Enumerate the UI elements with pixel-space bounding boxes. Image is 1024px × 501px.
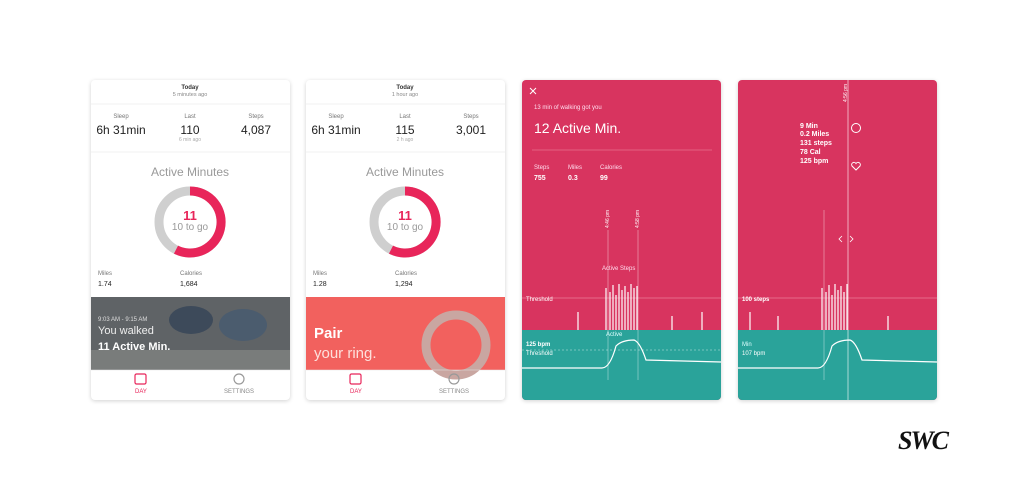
summary-item: 125 bpm (800, 158, 829, 165)
screen-graphics (91, 103, 290, 385)
time-label: 4:46 pm (605, 209, 611, 228)
stat-value: 0.3 (568, 175, 578, 182)
home-screen: Today 5 minutes ago Sleep 6h 31min Last 110 6 … (91, 80, 290, 400)
stat-value: 6h 31min (96, 123, 146, 137)
banner-photo (91, 350, 290, 370)
banner-time: 9:03 AM - 9:15 AM (98, 317, 148, 323)
ring-progress (173, 186, 226, 258)
close-icon[interactable] (529, 87, 537, 95)
heart-label: Min (742, 342, 752, 348)
heart-rate: 107 bpm (742, 351, 766, 357)
total-value: 1,684 (180, 281, 198, 288)
ring-progress (388, 186, 441, 258)
stat-value: 3,001 (455, 123, 487, 137)
total-label: Miles (98, 271, 113, 277)
headline: 12 Active Min. (534, 120, 622, 136)
banner-line: your ring. (314, 345, 377, 362)
stat-value: 115 (395, 123, 415, 137)
drag-handle[interactable] (838, 235, 854, 243)
stat-label: Sleep (113, 114, 129, 120)
ring-remaining: 10 to go (171, 222, 209, 233)
settings-icon (448, 373, 460, 385)
stat-note: 2 h ago (396, 137, 414, 143)
ring-value: 11 (183, 208, 197, 223)
day-icon (134, 373, 147, 385)
screen-graphics (306, 103, 505, 385)
threshold-label: Threshold (526, 297, 553, 303)
ring-remaining: 10 to go (386, 222, 424, 233)
settings-icon (233, 373, 245, 385)
banner-photo (169, 306, 213, 334)
summary-item: 9 Min (800, 123, 818, 130)
logo: SWC (898, 426, 949, 455)
updated: 5 minutes ago (172, 92, 208, 98)
intro: 13 min of walking got you (534, 105, 602, 111)
date: Today (181, 85, 199, 91)
stat-label: Steps (463, 114, 479, 120)
day-icon (349, 373, 362, 385)
step-bars (749, 284, 889, 330)
summary-item: 78 Cal (800, 149, 821, 156)
stat-label: Calories (600, 165, 623, 171)
activity-chart (522, 87, 721, 400)
detail-screen: 4:56 pm 9 Min 0.2 Miles 131 steps 78 Cal… (738, 80, 937, 400)
heart-rate: 125 bpm (526, 342, 551, 348)
stat-label: Steps (248, 114, 264, 120)
active-label: Active (606, 332, 623, 338)
heart-area (522, 330, 721, 400)
nav-item[interactable]: DAY (350, 389, 362, 395)
time-label: 4:58 pm (635, 209, 641, 228)
stat-note: 6 min ago (179, 137, 201, 143)
nav-item[interactable]: SETTINGS (438, 389, 470, 395)
date: Today (396, 85, 414, 91)
heart-area (738, 330, 937, 400)
detail-screen: 13 min of walking got you 12 Active Min.… (522, 80, 721, 400)
ring-value: 11 (398, 208, 412, 223)
total-label: Calories (180, 271, 203, 277)
steps-marker: 100 steps (742, 297, 770, 303)
banner-photo (219, 309, 267, 341)
home-screen: Today 1 hour ago Sleep 6h 31min Last 115 2 h a… (306, 80, 505, 400)
heart-icon (851, 161, 861, 171)
stat-value: 6h 31min (311, 123, 361, 137)
active-steps-label: Active Steps (602, 266, 636, 272)
total-label: Calories (395, 271, 418, 277)
stat-value: 755 (534, 175, 546, 182)
ring-title: Active Minutes (365, 165, 445, 179)
stat-label: Miles (568, 165, 583, 171)
stat-value: 110 (180, 123, 200, 137)
total-value: 1.74 (98, 281, 112, 288)
activity-chart (738, 80, 937, 400)
stat-label: Last (184, 114, 196, 120)
heart-line (738, 339, 937, 369)
stat-label: Last (399, 114, 411, 120)
nav-item[interactable]: DAY (135, 389, 147, 395)
timer-icon (851, 123, 861, 133)
summary-item: 131 steps (800, 140, 832, 147)
stat-value: 4,087 (240, 123, 272, 137)
time-label: 4:56 pm (843, 83, 849, 102)
total-value: 1.28 (313, 281, 327, 288)
stat-value: 99 (600, 175, 608, 182)
nav-item[interactable]: SETTINGS (223, 389, 255, 395)
stat-label: Sleep (328, 114, 344, 120)
banner-line: 11 Active Min. (98, 341, 171, 353)
banner-line: Pair (314, 325, 343, 342)
threshold-label: Threshold (526, 351, 553, 357)
step-bars (577, 284, 703, 330)
ring-title: Active Minutes (150, 165, 230, 179)
banner (306, 297, 505, 370)
banner-line: You walked (98, 325, 154, 337)
total-label: Miles (313, 271, 328, 277)
updated: 1 hour ago (391, 92, 419, 98)
stat-label: Steps (534, 165, 550, 171)
summary-item: 0.2 Miles (800, 131, 830, 138)
heart-line (522, 339, 721, 369)
total-value: 1,294 (395, 281, 413, 288)
